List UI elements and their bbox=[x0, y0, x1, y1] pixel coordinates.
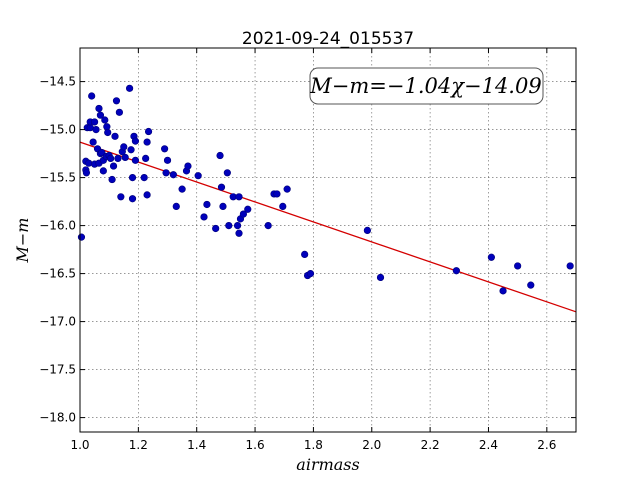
data-point bbox=[239, 210, 247, 218]
data-point bbox=[184, 162, 192, 170]
data-point bbox=[264, 222, 272, 230]
data-point bbox=[108, 175, 116, 184]
data-point bbox=[306, 270, 315, 278]
data-point bbox=[114, 154, 122, 162]
data-point bbox=[144, 127, 153, 136]
data-point bbox=[121, 153, 129, 162]
data-point bbox=[301, 250, 309, 258]
y-tick-labels: −14.5 −15.0 −15.5 −16.0 −16.5 −17.0 −17.5 −18.0 bbox=[39, 75, 76, 425]
data-point bbox=[143, 138, 151, 146]
data-point bbox=[376, 273, 385, 282]
data-point bbox=[143, 191, 151, 199]
data-point bbox=[169, 171, 177, 179]
data-point bbox=[233, 222, 242, 230]
data-point bbox=[115, 108, 123, 116]
data-point bbox=[128, 174, 137, 182]
chart-title: 2021-09-24_015537 bbox=[242, 29, 414, 49]
data-point bbox=[499, 287, 507, 295]
x-axis-label: airmass bbox=[296, 455, 359, 474]
x-tick-label: 1.8 bbox=[304, 438, 323, 452]
fit-line bbox=[79, 141, 577, 313]
data-point bbox=[514, 262, 522, 270]
x-tick-label: 1.0 bbox=[70, 438, 89, 452]
x-tick-label: 2.4 bbox=[479, 438, 498, 452]
x-tick-label: 2.2 bbox=[421, 438, 440, 452]
data-point bbox=[487, 253, 495, 261]
equation-box bbox=[309, 67, 544, 105]
data-point bbox=[163, 156, 172, 164]
y-axis-label: M−m bbox=[13, 218, 32, 264]
data-point bbox=[566, 262, 574, 270]
y-tick-label: −17.0 bbox=[39, 315, 76, 329]
fit-equation: M−m=−1.04χ−14.09 bbox=[309, 74, 541, 98]
data-point bbox=[283, 185, 291, 193]
data-point bbox=[244, 205, 252, 213]
data-point bbox=[99, 167, 107, 175]
data-point bbox=[85, 159, 93, 167]
data-point bbox=[279, 202, 287, 210]
data-points bbox=[77, 84, 574, 295]
y-tick-label: −16.5 bbox=[39, 267, 76, 281]
data-point bbox=[172, 202, 180, 210]
data-point bbox=[452, 267, 460, 275]
data-point bbox=[178, 185, 186, 193]
data-point bbox=[131, 156, 140, 164]
data-point bbox=[112, 97, 121, 105]
data-point bbox=[107, 154, 115, 162]
data-point bbox=[92, 126, 100, 134]
x-tick-label: 1.2 bbox=[129, 438, 148, 452]
y-tick-label: −15.0 bbox=[39, 123, 76, 137]
data-point bbox=[161, 145, 169, 153]
data-point bbox=[140, 174, 148, 182]
y-tick-label: −14.5 bbox=[39, 75, 76, 89]
data-point bbox=[216, 151, 224, 160]
data-point bbox=[142, 154, 150, 162]
data-point bbox=[217, 183, 226, 191]
x-tick-label: 1.4 bbox=[187, 438, 206, 452]
x-tick-labels: 1.0 1.2 1.4 1.6 1.8 2.0 2.2 2.4 2.6 bbox=[70, 438, 556, 452]
data-point bbox=[89, 138, 97, 146]
axis-ticks bbox=[79, 48, 576, 432]
data-point bbox=[111, 132, 119, 140]
y-tick-label: −17.5 bbox=[39, 363, 76, 377]
grid bbox=[79, 48, 576, 432]
data-point bbox=[82, 169, 91, 177]
data-point bbox=[527, 281, 535, 289]
data-point bbox=[88, 92, 96, 100]
data-point bbox=[109, 162, 118, 170]
y-tick-label: −18.0 bbox=[39, 411, 76, 425]
data-point bbox=[212, 224, 220, 233]
data-point bbox=[117, 193, 125, 201]
data-point bbox=[223, 169, 231, 177]
plot-frame bbox=[79, 47, 577, 433]
data-point bbox=[203, 200, 211, 209]
data-point bbox=[120, 143, 128, 151]
y-tick-label: −16.0 bbox=[39, 219, 76, 233]
data-point bbox=[235, 193, 243, 201]
data-point bbox=[104, 128, 112, 137]
x-tick-label: 1.6 bbox=[246, 438, 265, 452]
data-point bbox=[127, 146, 135, 154]
data-point bbox=[126, 84, 134, 92]
x-tick-label: 2.0 bbox=[362, 438, 381, 452]
data-point bbox=[235, 229, 243, 237]
data-point bbox=[101, 116, 109, 124]
data-point bbox=[162, 169, 170, 177]
data-point bbox=[131, 137, 140, 145]
data-point bbox=[95, 104, 103, 113]
data-point bbox=[128, 195, 137, 203]
data-point bbox=[90, 118, 99, 126]
data-point bbox=[225, 222, 233, 230]
data-point bbox=[200, 213, 208, 221]
x-tick-label: 2.6 bbox=[537, 438, 556, 452]
data-point bbox=[77, 233, 86, 241]
data-point bbox=[194, 172, 202, 180]
data-point bbox=[96, 111, 105, 119]
data-point bbox=[273, 190, 281, 198]
data-point bbox=[363, 226, 371, 234]
data-point bbox=[219, 202, 227, 210]
y-tick-label: −15.5 bbox=[39, 171, 76, 185]
